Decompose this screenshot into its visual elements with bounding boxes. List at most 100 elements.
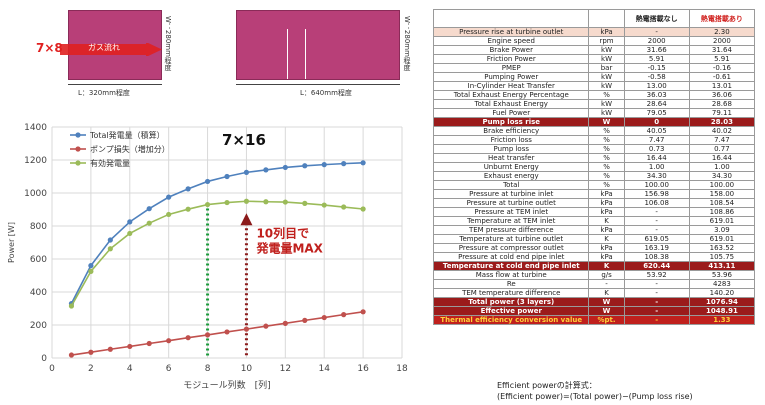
data-point xyxy=(224,199,230,206)
table-cell-v2: 5.91 xyxy=(688,54,756,64)
table-cell-label: Pumping Power xyxy=(432,72,590,82)
y-tick-label: 400 xyxy=(30,288,47,298)
table-cell-v1: 53.92 xyxy=(623,270,690,280)
table-cell-v2: 7.47 xyxy=(688,135,756,145)
table-row: Total Exhaust Energy Percentage% 36.03 36.… xyxy=(432,90,756,100)
table-cell-label: Mass flow at turbine xyxy=(432,270,590,280)
y-tick-label: 1200 xyxy=(24,156,47,166)
table-cell-unit: W xyxy=(588,306,625,316)
gas-flow-arrow xyxy=(60,41,162,57)
module-7x16-length-arrow xyxy=(236,84,400,85)
table-cell-v1: - xyxy=(623,279,690,289)
y-tick-label: 1000 xyxy=(24,189,47,199)
table-cell-unit: kW xyxy=(588,45,625,55)
table-cell-label: Thermal efficiency conversion value xyxy=(432,315,590,325)
data-point xyxy=(166,338,172,344)
table-cell-unit: K xyxy=(588,288,625,298)
table-row: Temperature at TEM inlet K -619.01 xyxy=(432,216,756,226)
table-cell-v2: 2.30 xyxy=(688,27,756,37)
table-cell-label: Engine speed xyxy=(432,36,590,46)
data-point xyxy=(185,186,191,192)
table-cell-unit: % xyxy=(588,171,625,181)
table-cell-v1: 40.05 xyxy=(623,126,690,136)
x-tick-label: 4 xyxy=(127,364,133,374)
table-cell-label: Pressure at turbine inlet xyxy=(432,189,590,199)
table-cell-label: TEM pressure difference xyxy=(432,225,590,235)
table-cell-label: Brake efficiency xyxy=(432,126,590,136)
data-point xyxy=(185,206,191,212)
table-cell-unit: % xyxy=(588,135,625,145)
y-tick-label: 200 xyxy=(30,321,47,331)
data-point xyxy=(107,346,113,352)
table-cell-v1: 16.44 xyxy=(623,153,690,163)
table-cell-v2: 619.01 xyxy=(688,234,756,244)
table-cell-v1: -0.15 xyxy=(623,63,690,73)
table-cell-unit: kPa xyxy=(588,189,625,199)
table-cell-v2: 0.77 xyxy=(688,144,756,154)
table-cell-v1: 34.30 xyxy=(623,171,690,181)
table-cell-label: Pump loss xyxy=(432,144,590,154)
table-cell-unit: bar xyxy=(588,63,625,73)
table-cell-v2: 163.52 xyxy=(688,243,756,253)
module-divider-line xyxy=(305,29,306,79)
table-cell-label: Total xyxy=(432,180,590,190)
data-point xyxy=(185,335,191,341)
table-cell-label: Total Exhaust Energy Percentage xyxy=(432,90,590,100)
y-axis-label: Power [W] xyxy=(7,222,16,263)
table-cell-v1: -0.58 xyxy=(623,72,690,82)
data-point xyxy=(321,202,327,208)
data-point xyxy=(302,200,308,206)
data-point xyxy=(146,340,152,347)
table-cell-v2: 4283 xyxy=(688,279,756,289)
table-row: Pressure at cold end pipe inlet kPa 108.38… xyxy=(432,252,756,262)
table-cell-unit: kW xyxy=(588,108,625,118)
table-cell-unit: % xyxy=(588,90,625,100)
table-row: Effective power W -1048.91 xyxy=(432,306,756,316)
table-cell-v2: 13.01 xyxy=(688,81,756,91)
data-point xyxy=(263,199,269,205)
grid-size-label-7x8: 7×8 xyxy=(36,41,63,55)
table-cell-unit: K xyxy=(588,261,625,271)
table-cell-label: Exhaust energy xyxy=(432,171,590,181)
table-cell-unit: K xyxy=(588,234,625,244)
series-line-1 xyxy=(71,311,364,356)
table-row: TEM pressure difference kPa -3.09 xyxy=(432,225,756,235)
table-cell-v1: 2000 xyxy=(623,36,690,46)
module-7x16-width-label: W：280mm程度 xyxy=(403,16,411,71)
power-vs-columns-chart: 0 200 400 600 800 1000 1200 1400 0 2 4 6 8 10 12 14 16 18… xyxy=(7,123,408,391)
series-line-2 xyxy=(70,200,364,307)
table-header-cell xyxy=(432,9,590,28)
x-tick-label: 10 xyxy=(241,364,253,374)
table-header-cell xyxy=(588,9,625,28)
table-row: Engine speed rpm 2000 2000 xyxy=(432,36,756,46)
table-cell-v2: -0.16 xyxy=(688,63,756,73)
table-cell-v2: 100.00 xyxy=(688,180,756,190)
table-cell-v2: 28.68 xyxy=(688,99,756,109)
table-row: Pressure at turbine outlet kPa 106.08 108.5… xyxy=(432,198,756,208)
data-point xyxy=(68,352,75,358)
table-cell-v2: 53.96 xyxy=(688,270,756,280)
x-tick-label: 2 xyxy=(88,364,94,374)
table-cell-unit: W xyxy=(588,297,625,307)
table-cell-label: Effective power xyxy=(432,306,590,316)
data-point xyxy=(224,173,230,180)
data-point xyxy=(146,206,152,212)
table-cell-unit: % xyxy=(588,180,625,190)
table-cell-label: Friction loss xyxy=(432,135,590,145)
table-cell-unit: % xyxy=(588,162,625,172)
table-cell-v1: 108.38 xyxy=(623,252,690,262)
data-point xyxy=(243,326,250,332)
table-row: Brake efficiency% 40.05 40.02 xyxy=(432,126,756,136)
table-cell-unit: %pt. xyxy=(588,315,625,325)
data-point xyxy=(107,237,113,243)
data-point xyxy=(302,163,308,169)
table-cell-v1: - xyxy=(623,288,690,298)
data-point xyxy=(88,263,94,269)
table-cell-unit: % xyxy=(588,153,625,163)
table-cell-v1: 620.44 xyxy=(623,261,690,271)
table-cell-v1: 31.66 xyxy=(623,45,690,55)
table-cell-label: TEM temperature difference xyxy=(432,288,590,298)
legend-marker xyxy=(75,132,81,138)
table-cell-v2: 40.02 xyxy=(688,126,756,136)
table-cell-unit: % xyxy=(588,144,625,154)
